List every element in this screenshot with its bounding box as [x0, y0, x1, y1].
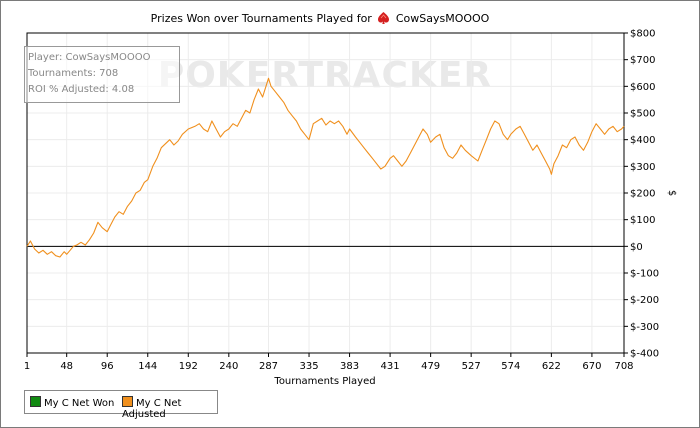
x-tick-label: 670: [582, 361, 601, 372]
y-tick-label: $100: [630, 215, 655, 226]
x-tick-label: 527: [462, 361, 481, 372]
series-line-my-c-net-adjusted: [26, 77, 625, 258]
y-tick-label: $-400: [630, 349, 659, 360]
y-tick-label: $500: [630, 109, 655, 120]
x-tick-label: 479: [421, 361, 440, 372]
y-tick-label: $400: [630, 135, 655, 146]
x-tick-label: 144: [138, 361, 157, 372]
x-axis-label: Tournaments Played: [273, 376, 375, 387]
x-tick-label: 708: [614, 361, 633, 372]
y-axis-ticks: $800 $700 $600 $500 $400 $300 $200 $100 $0 $-100 $…: [624, 29, 659, 360]
chart-title-prefix: Prizes Won over Tournaments Played for: [150, 12, 372, 25]
x-tick-label: 96: [101, 361, 114, 372]
x-tick-label: 287: [259, 361, 278, 372]
x-tick-label: 48: [60, 361, 73, 372]
x-tick-label: 431: [381, 361, 400, 372]
info-player: Player: CowSaysMOOOO: [28, 52, 151, 63]
x-axis-ticks: 1 48 96 144 192 240 287 335 383 431 479 527 574 622 67…: [24, 353, 634, 372]
x-tick-label: 574: [501, 361, 520, 372]
info-roi: ROI % Adjusted: 4.08: [28, 84, 135, 95]
x-tick-label: 192: [179, 361, 198, 372]
y-tick-label: $-300: [630, 322, 659, 333]
y-tick-label: $-100: [630, 269, 659, 280]
y-tick-label: $0: [630, 242, 643, 253]
legend-label-net-won: My C Net Won: [44, 398, 115, 409]
x-tick-label: 1: [24, 361, 30, 372]
x-tick-label: 622: [542, 361, 561, 372]
watermark-text: POKERTRACKER: [158, 55, 492, 96]
info-tournaments: Tournaments: 708: [28, 68, 119, 79]
y-tick-label: $300: [630, 162, 655, 173]
y-tick-label: $700: [630, 55, 655, 66]
legend-item-net-won[interactable]: My C Net Won: [30, 396, 114, 409]
y-tick-label: $-200: [630, 295, 659, 306]
x-tick-label: 335: [299, 361, 318, 372]
chart-legend: My C Net Won My C Net Adjusted: [24, 390, 218, 420]
legend-item-net-adjusted[interactable]: My C Net Adjusted: [122, 396, 217, 420]
watermark: POKERTRACKER: [158, 55, 492, 96]
chart-title: Prizes Won over Tournaments Played for C…: [0, 12, 640, 27]
chart-title-player: CowSaysMOOOO: [395, 12, 490, 25]
y-tick-label: $600: [630, 82, 655, 93]
legend-label-net-adjusted: My C Net Adjusted: [122, 398, 182, 420]
legend-swatch-net-won: [30, 396, 41, 407]
x-tick-label: 240: [219, 361, 238, 372]
y-tick-label: $200: [630, 189, 655, 200]
x-tick-label: 383: [340, 361, 359, 372]
y-axis-label: $: [666, 190, 677, 196]
legend-swatch-net-adjusted: [122, 396, 133, 407]
series-lines: [26, 77, 625, 258]
player-info-box: Player: CowSaysMOOOO Tournaments: 708 RO…: [24, 46, 180, 103]
pokertracker-logo-icon: [378, 12, 390, 27]
y-tick-label: $800: [630, 29, 655, 40]
